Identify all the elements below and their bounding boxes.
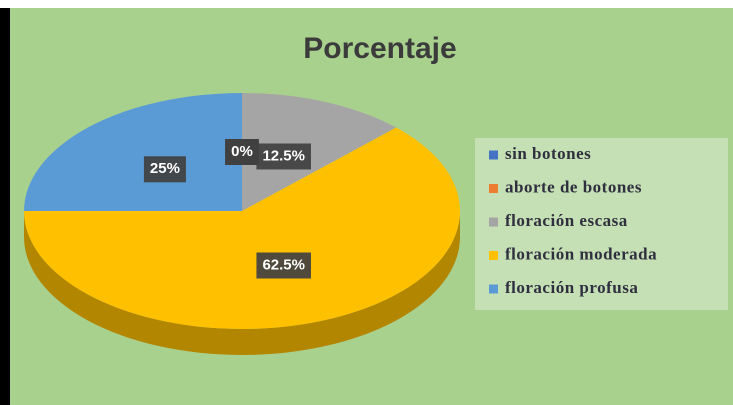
left-edge [0,8,10,405]
data-label: 0% [225,139,259,165]
data-label-text: 0% [231,143,253,160]
data-label-box [256,252,311,279]
data-label: 62.5% [256,252,311,279]
data-label-text: 25% [150,160,180,177]
slice [24,127,460,329]
data-label-text: 62.5% [262,256,305,273]
slice [24,93,242,211]
legend-swatch [489,184,498,193]
data-label-box [256,143,311,170]
slice [242,93,397,211]
legend-label: floración escasa [505,211,628,230]
legend-label: floración moderada [505,244,657,263]
data-label: 12.5% [256,143,311,170]
data-label-box [225,139,259,165]
legend-swatch [489,251,498,260]
chart-title: Porcentaje [303,32,456,65]
data-label-text: 12.5% [262,147,305,164]
data-label: 25% [143,156,186,183]
legend-label: sin botones [505,144,591,163]
legend-box [475,138,728,310]
legend-swatch [489,284,498,294]
data-label-box [143,156,186,183]
legend-label: aborte de botones [505,177,642,196]
legend-swatch [489,217,498,227]
slice-side [24,211,460,355]
legend-swatch [489,150,498,160]
legend-label: floración profusa [505,278,638,297]
